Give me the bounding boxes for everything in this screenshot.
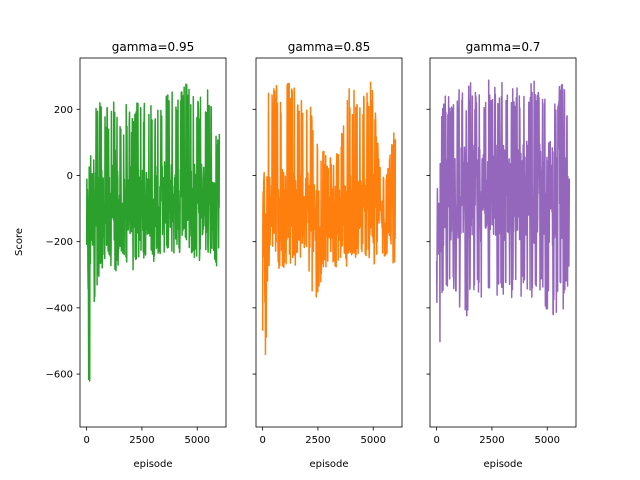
- x-ticks: 0 2500 5000: [433, 427, 560, 446]
- subplot-gamma-0.7: gamma=0.7 0 2500 5000 episode: [426, 40, 577, 470]
- plot-area: [85, 83, 221, 382]
- y-tick-label: −200: [46, 237, 73, 248]
- x-tick-label: 5000: [185, 435, 210, 446]
- x-tick-label: 2500: [479, 435, 504, 446]
- y-tick-label: −600: [46, 370, 73, 381]
- x-tick-label: 2500: [305, 435, 330, 446]
- y-ticks: [426, 108, 430, 375]
- x-ticks: 0 2500 5000: [259, 427, 386, 446]
- x-axis-label: episode: [309, 459, 348, 470]
- subplot-gamma-0.85: gamma=0.85 0 2500 5000 episode: [252, 40, 403, 470]
- axes-frame: [429, 57, 577, 428]
- x-tick-label: 5000: [535, 435, 560, 446]
- y-tick-label: 200: [54, 105, 73, 116]
- y-tick-label: −400: [46, 303, 73, 314]
- subplot-title: gamma=0.95: [112, 40, 194, 54]
- x-tick-label: 0: [433, 435, 439, 446]
- x-ticks: 0 2500 5000: [83, 427, 210, 446]
- subplot-title: gamma=0.85: [288, 40, 370, 54]
- axes-frame: [79, 57, 227, 428]
- series-line: [85, 83, 221, 382]
- x-tick-label: 2500: [129, 435, 154, 446]
- x-tick-label: 0: [83, 435, 89, 446]
- subplot-title: gamma=0.7: [466, 40, 541, 54]
- x-axis-label: episode: [133, 459, 172, 470]
- x-tick-label: 5000: [361, 435, 386, 446]
- series-line: [435, 79, 571, 343]
- y-ticks: 200 0 −200 −400 −600: [46, 105, 80, 381]
- axes-frame: [255, 57, 403, 428]
- series-line: [261, 81, 397, 356]
- y-ticks: [252, 108, 256, 375]
- x-axis-label: episode: [483, 459, 522, 470]
- x-tick-label: 0: [259, 435, 265, 446]
- plot-area: [435, 79, 571, 343]
- plot-area: [261, 81, 397, 356]
- y-tick-label: 0: [67, 171, 73, 182]
- subplot-gamma-0.95: gamma=0.95 200 0 −200 −400 −600 0 2500 5000 ep…: [46, 40, 227, 470]
- y-axis-label: Score: [14, 228, 25, 256]
